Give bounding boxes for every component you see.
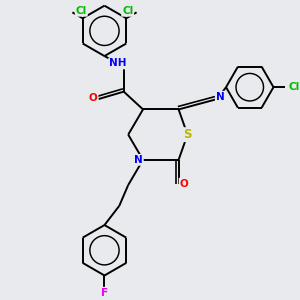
Text: N: N xyxy=(134,155,143,165)
Text: O: O xyxy=(180,178,188,189)
Text: S: S xyxy=(183,128,192,141)
Text: Cl: Cl xyxy=(76,6,87,16)
Text: Cl: Cl xyxy=(122,6,133,16)
Text: F: F xyxy=(101,288,108,298)
Text: N: N xyxy=(216,92,224,102)
Text: O: O xyxy=(89,93,98,103)
Text: NH: NH xyxy=(109,58,127,68)
Text: Cl: Cl xyxy=(288,82,299,92)
